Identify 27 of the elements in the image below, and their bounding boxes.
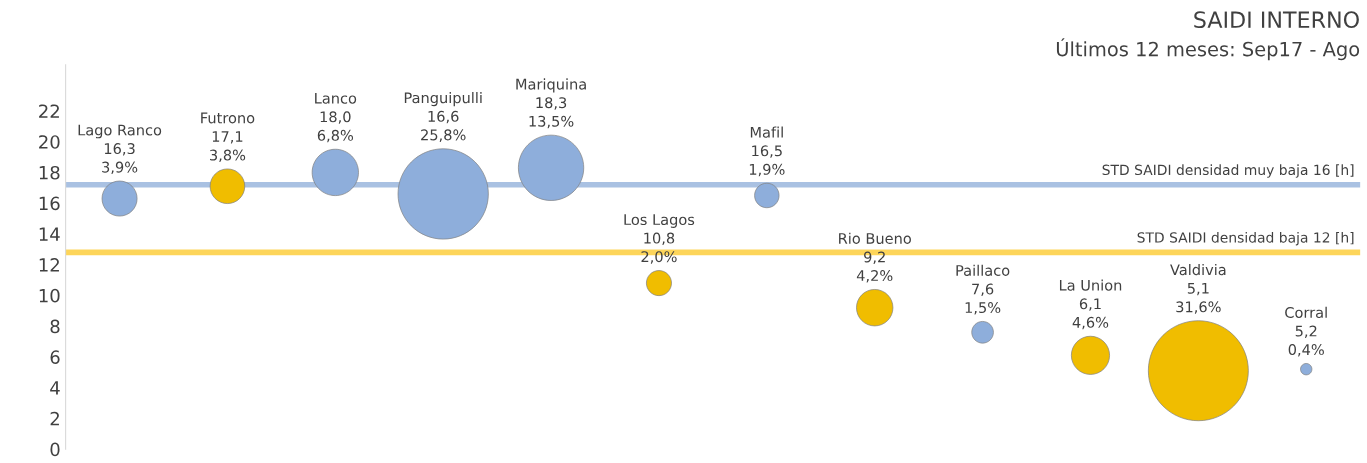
data-label: Mafil 16,5 1,9% [749, 126, 785, 177]
y-tick-label: 14 [39, 227, 60, 241]
data-label: Panguipulli 16,6 25,8% [404, 92, 482, 142]
ref-line-label: STD SAIDI densidad muy baja 16 [h] [1102, 164, 1354, 178]
y-tick-label: 2 [50, 411, 59, 426]
y-tick-label: 0 [50, 442, 60, 457]
ref-line-label: STD SAIDI densidad baja 12 [h] [1137, 231, 1354, 246]
y-tick-label: 12 [39, 258, 59, 272]
data-label: Lanco 18,0 6,8% [315, 92, 357, 143]
y-tick-label: 8 [50, 319, 60, 334]
y-tick-label: 4 [50, 381, 60, 395]
data-label: Mariquina 18,3 13,5% [516, 78, 586, 129]
data-label: Valdivia 5,1 31,6% [1170, 263, 1226, 314]
chart-title: SAIDI INTERNO [1194, 11, 1359, 29]
data-label: Lago Ranco 16,3 3,9% [78, 124, 162, 175]
data-label: Futrono 17,1 3,8% [201, 112, 255, 163]
data-label: La Union 6,1 4,6% [1059, 279, 1122, 330]
y-tick-label: 20 [39, 135, 60, 149]
data-label: Paillaco 7,6 1,5% [956, 264, 1010, 315]
y-tick-label: 6 [50, 350, 60, 364]
y-tick-label: 22 [39, 104, 59, 118]
y-tick-label: 18 [39, 165, 60, 180]
data-label: Corral 5,2 0,4% [1285, 306, 1327, 357]
chart-subtitle: Últimos 12 meses: Sep17 - Ago [1056, 38, 1360, 61]
y-tick-label: 10 [39, 288, 60, 303]
y-tick-label: 16 [39, 196, 60, 211]
data-label: Rio Bueno 9,2 4,2% [839, 232, 911, 283]
